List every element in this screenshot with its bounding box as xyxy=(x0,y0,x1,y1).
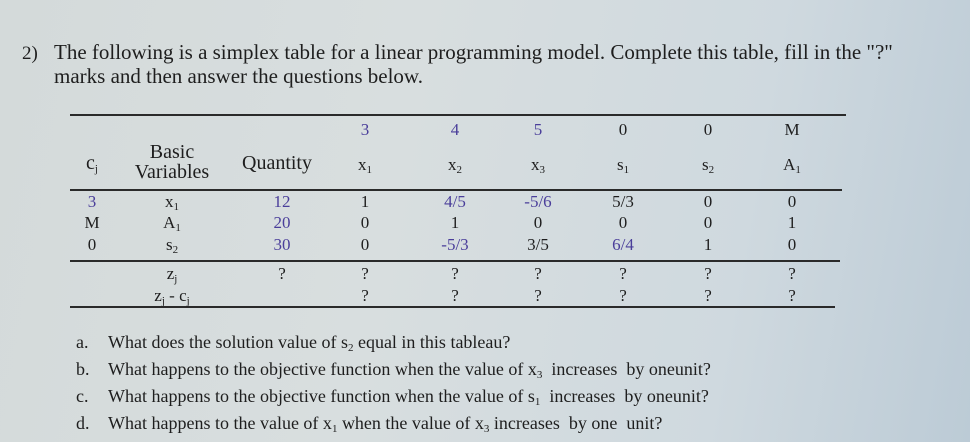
header-s1: s1 xyxy=(616,155,630,176)
question-d: d. What happens to the value of x1 when … xyxy=(76,413,663,435)
question-prompt: The following is a simplex table for a l… xyxy=(54,40,954,88)
table-bottom-rule xyxy=(70,306,835,308)
row-quantity: 30 xyxy=(273,235,291,254)
question-number: 2) xyxy=(22,43,38,64)
zj-s2: ? xyxy=(704,264,712,283)
cj-x1: 3 xyxy=(360,120,370,139)
cj-s2: 0 xyxy=(703,120,713,139)
cell-x3: 3/5 xyxy=(527,235,549,254)
zj-cj-s1: ? xyxy=(619,286,627,305)
zj-cj-x1: ? xyxy=(361,286,369,305)
cell-x2: -5/3 xyxy=(441,235,469,254)
header-x1: x1 xyxy=(358,155,372,176)
cell-s2: 0 xyxy=(703,213,713,232)
header-s2: s2 xyxy=(701,155,715,176)
zj-cj-s2: ? xyxy=(704,286,712,305)
zj-cj-A1: ? xyxy=(788,286,796,305)
question-b: b. What happens to the objective functio… xyxy=(76,359,711,381)
cell-s2: 1 xyxy=(703,235,713,254)
cell-A1: 0 xyxy=(787,235,797,254)
zj-label: zj xyxy=(166,264,178,285)
cell-x3: -5/6 xyxy=(524,192,552,211)
cell-s1: 5/3 xyxy=(612,192,634,211)
header-x2: x2 xyxy=(448,155,462,176)
cell-x1: 1 xyxy=(360,192,370,211)
cell-A1: 0 xyxy=(787,192,797,211)
header-cj: cj xyxy=(86,152,98,175)
table-top-rule xyxy=(70,114,846,116)
cell-s2: 0 xyxy=(703,192,713,211)
zj-x3: ? xyxy=(534,264,542,283)
prompt-line-2: marks and then answer the questions belo… xyxy=(54,64,423,88)
cell-x1: 0 xyxy=(360,213,370,232)
zj-x2: ? xyxy=(451,264,459,283)
header-x3: x3 xyxy=(531,155,545,176)
header-bottom-rule xyxy=(70,189,842,191)
zj-cj-x2: ? xyxy=(451,286,459,305)
header-A1: A1 xyxy=(783,155,801,176)
zj-s1: ? xyxy=(619,264,627,283)
cj-A1: M xyxy=(784,120,800,139)
cell-A1: 1 xyxy=(787,213,797,232)
cell-s1: 0 xyxy=(618,213,628,232)
cell-x2: 1 xyxy=(450,213,460,232)
prompt-line-1: The following is a simplex table for a l… xyxy=(54,40,893,64)
cell-s1: 6/4 xyxy=(612,235,634,254)
row-quantity: 20 xyxy=(273,213,291,232)
header-quantity: Quantity xyxy=(242,152,312,174)
zj-x1: ? xyxy=(361,264,369,283)
question-a: a. What does the solution value of s2 eq… xyxy=(76,332,511,354)
cell-x3: 0 xyxy=(533,213,543,232)
body-bottom-rule xyxy=(70,260,840,262)
cj-x3: 5 xyxy=(533,120,543,139)
row-basic: s2 xyxy=(165,235,179,256)
cell-x2: 4/5 xyxy=(444,192,466,211)
question-c: c. What happens to the objective functio… xyxy=(76,386,709,408)
cj-s1: 0 xyxy=(618,120,628,139)
row-cj: 3 xyxy=(87,192,97,211)
row-cj: 0 xyxy=(87,235,97,254)
cell-x1: 0 xyxy=(360,235,370,254)
zj-cj-x3: ? xyxy=(534,286,542,305)
zj-cj-label: zj - cj xyxy=(154,286,190,307)
zj-quantity: ? xyxy=(278,264,286,283)
row-basic: A1 xyxy=(163,213,181,234)
header-basic-variables: Basic Variables xyxy=(134,141,210,183)
row-quantity: 12 xyxy=(273,192,291,211)
question-list: a. What does the solution value of s2 eq… xyxy=(76,332,711,440)
cj-x2: 4 xyxy=(450,120,460,139)
row-cj: M xyxy=(84,213,100,232)
zj-A1: ? xyxy=(788,264,796,283)
row-basic: x1 xyxy=(165,192,179,213)
